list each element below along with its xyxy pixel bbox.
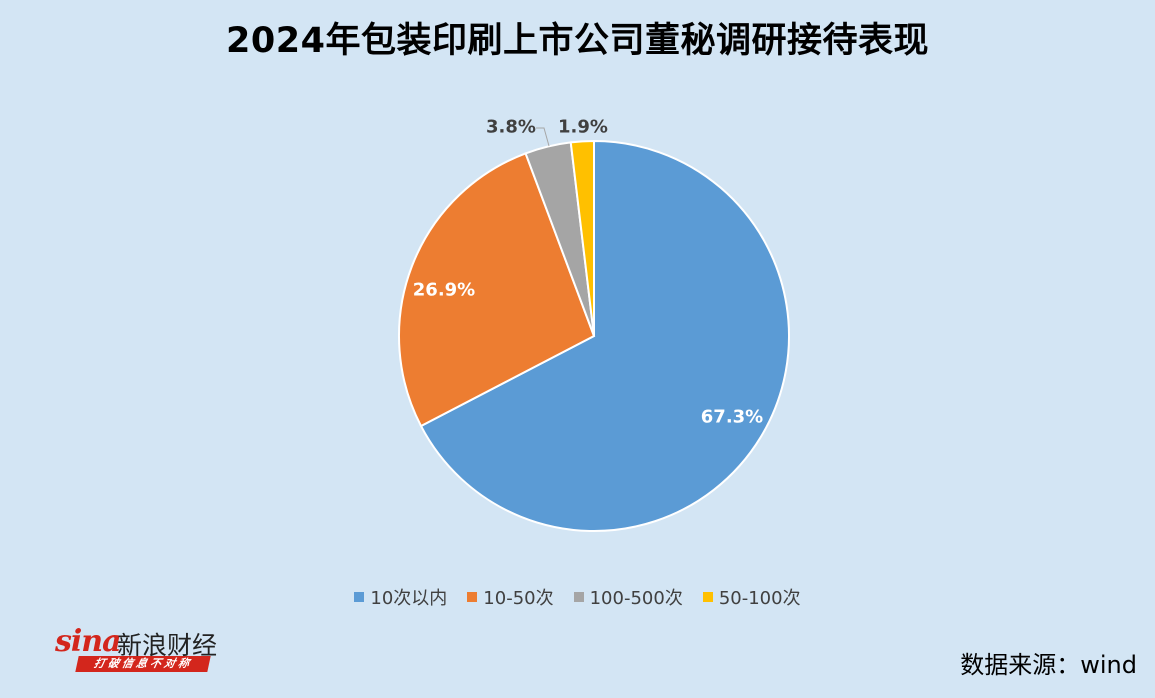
- legend-swatch-2: [467, 592, 478, 602]
- legend-label-3: 100-500次: [589, 588, 683, 609]
- legend-label-1: 10次以内: [370, 588, 448, 609]
- pie-slice-2: [398, 152, 596, 428]
- legend-swatch-1: [354, 592, 365, 602]
- legend-item-1: 10次以内: [354, 584, 447, 610]
- data-label-4: 1.9%: [558, 117, 608, 138]
- pie-slice-4: [569, 139, 595, 337]
- sina-logo-slogan: 打破信息不对称: [75, 656, 211, 672]
- data-label-2: 26.9%: [413, 280, 475, 301]
- chart-title: 2024年包装印刷上市公司董秘调研接待表现: [226, 21, 929, 61]
- label-leader-line: [536, 127, 550, 147]
- sina-finance-logo: sina 新浪财经 打破信息不对称: [55, 624, 220, 676]
- legend-label-2: 10-50次: [483, 588, 554, 609]
- legend-item-3: 100-500次: [573, 584, 683, 610]
- sina-logo-chinese: 新浪财经: [117, 631, 218, 660]
- data-label-1: 67.3%: [701, 407, 763, 428]
- data-label-3: 3.8%: [486, 117, 536, 138]
- legend-swatch-4: [702, 592, 713, 602]
- legend-item-2: 10-50次: [467, 584, 554, 610]
- chart-legend: 10次以内 10-50次 100-500次 50-100次: [0, 584, 1155, 610]
- legend-swatch-3: [573, 592, 584, 602]
- pie-slice-1: [419, 139, 790, 532]
- legend-label-4: 50-100次: [718, 588, 801, 609]
- legend-item-4: 50-100次: [702, 584, 801, 610]
- sina-logo-word: sina: [55, 624, 122, 659]
- data-source-note: 数据来源：wind: [960, 651, 1137, 679]
